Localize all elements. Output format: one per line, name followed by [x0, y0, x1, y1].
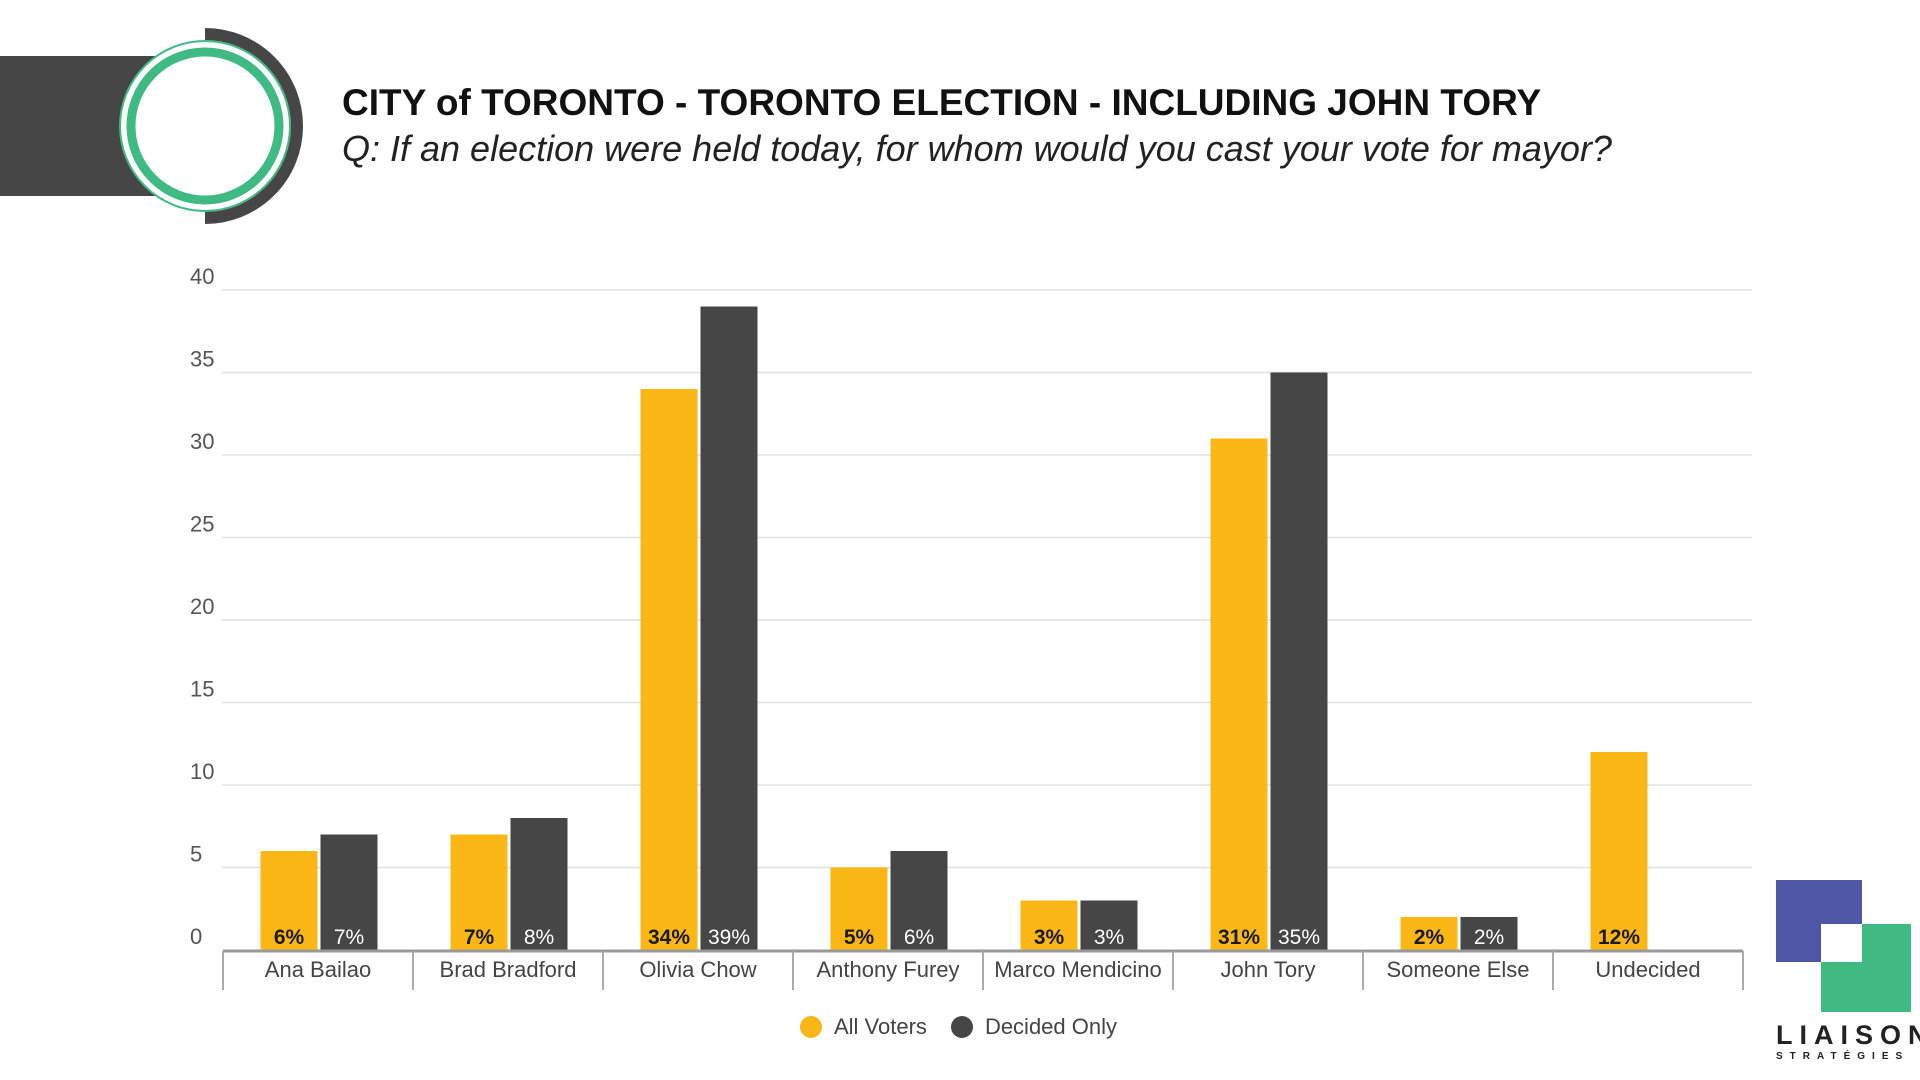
y-tick-label: 5 [190, 842, 202, 867]
x-tick-label: Ana Bailao [265, 957, 371, 982]
y-tick-label: 40 [190, 264, 214, 289]
bar-decided-only [320, 834, 378, 950]
gridlines [222, 289, 1752, 869]
legend-item-all-voters: All Voters [800, 1014, 927, 1040]
y-axis: 0 5 10 15 20 25 30 35 40 [190, 264, 214, 949]
chart-title: CITY of TORONTO - TORONTO ELECTION - INC… [342, 82, 1542, 123]
bar-all-voters [1400, 917, 1458, 950]
y-tick-label: 0 [190, 924, 202, 949]
legend: All Voters Decided Only [800, 1014, 1141, 1040]
bar-all-voters [830, 867, 888, 950]
brand-logo-icon [1776, 880, 1911, 1012]
legend-item-decided-only: Decided Only [950, 1014, 1118, 1040]
x-tick-label: Olivia Chow [639, 957, 756, 982]
data-label: 7% [334, 926, 364, 949]
brand-tagline: STRATÉGIES [1776, 1051, 1910, 1062]
y-tick-label: 35 [190, 347, 214, 372]
bar-all-voters [1020, 900, 1078, 950]
chart-subtitle: Q: If an election were held today, for w… [342, 128, 1612, 169]
bar-all-voters [1590, 752, 1648, 950]
data-label: 6% [274, 926, 305, 949]
data-label: 12% [1598, 926, 1640, 949]
y-tick-label: 20 [190, 594, 214, 619]
data-label: 6% [904, 926, 934, 949]
x-axis: Ana Bailao Brad Bradford Olivia Chow Anthon… [222, 949, 1744, 990]
data-label: 2% [1474, 926, 1504, 949]
bar-decided-only [1460, 917, 1518, 950]
bar-all-voters [450, 834, 508, 950]
bars: 6% 7% 7% 8% 34% 39% 5% 6% 3% 3% 31% 35% 2% 2% 12% [260, 306, 1648, 950]
y-tick-label: 25 [190, 512, 214, 537]
data-label: 5% [844, 926, 875, 949]
x-tick-label: Someone Else [1386, 957, 1529, 982]
bar-decided-only [890, 851, 948, 950]
y-tick-label: 30 [190, 429, 214, 454]
x-tick-label: Brad Bradford [440, 957, 577, 982]
y-tick-label: 15 [190, 677, 214, 702]
bar-decided-only [1270, 372, 1328, 950]
data-label: 8% [524, 926, 554, 949]
data-label: 39% [708, 926, 750, 949]
legend-label-all-voters: All Voters [834, 1014, 927, 1039]
bar-decided-only [510, 818, 568, 950]
data-label: 2% [1414, 926, 1445, 949]
bar-decided-only [700, 306, 758, 950]
data-label: 3% [1094, 926, 1124, 949]
x-tick-label: Undecided [1595, 957, 1700, 982]
legend-label-decided-only: Decided Only [984, 1014, 1118, 1039]
legend-swatch-decided-only [950, 1016, 973, 1038]
bar-all-voters [260, 851, 318, 950]
header-ring-graphic [119, 28, 303, 224]
bar-decided-only [1080, 900, 1138, 950]
y-tick-label: 10 [190, 759, 214, 784]
data-label: 7% [464, 926, 495, 949]
x-tick-label: John Tory [1221, 957, 1316, 982]
data-label: 35% [1278, 926, 1320, 949]
x-tick-label: Marco Mendicino [994, 957, 1162, 982]
legend-swatch-all-voters [800, 1016, 822, 1038]
bar-all-voters [640, 389, 698, 950]
data-label: 34% [648, 926, 690, 949]
data-label: 3% [1034, 926, 1065, 949]
bar-all-voters [1210, 438, 1268, 950]
data-label: 31% [1218, 926, 1260, 949]
x-tick-label: Anthony Furey [816, 957, 959, 982]
brand-name: LIAISON [1776, 1020, 1920, 1050]
